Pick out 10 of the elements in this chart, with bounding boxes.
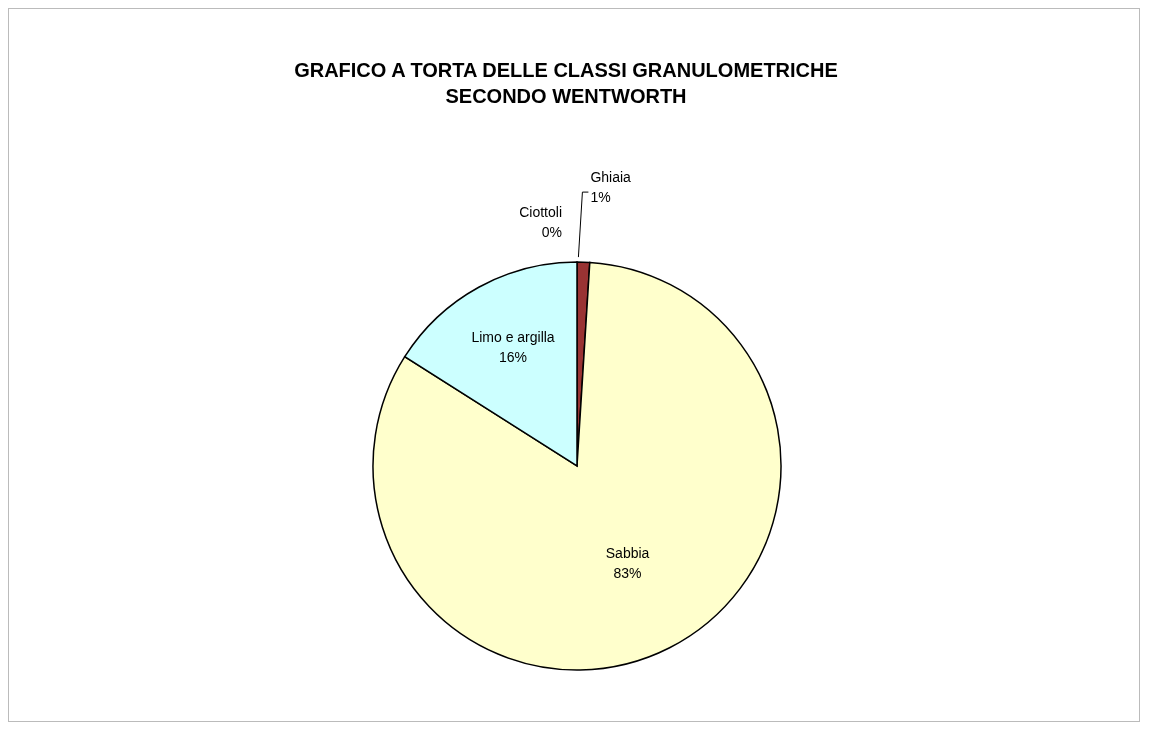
slice-label: Sabbia [605, 545, 650, 562]
slice-label: Ghiaia [590, 169, 632, 186]
text: 0% [541, 224, 562, 240]
chart-title: GRAFICO A TORTA DELLE CLASSI GRANULOMETRICHE SECONDO WENTWORTH [294, 59, 838, 107]
slice-label: Limo e argilla [471, 328, 555, 345]
category-label: Ciottoli [519, 204, 562, 220]
pie-slice [372, 261, 782, 671]
data-label: 1% [590, 189, 611, 206]
data-label: 83% [613, 565, 642, 582]
data-label: 16% [499, 348, 528, 365]
